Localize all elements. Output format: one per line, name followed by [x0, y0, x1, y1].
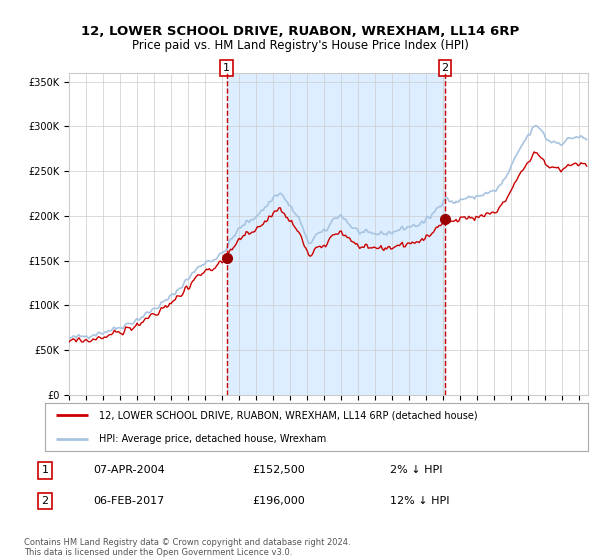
Text: 07-APR-2004: 07-APR-2004 — [93, 465, 165, 475]
Text: 12, LOWER SCHOOL DRIVE, RUABON, WREXHAM, LL14 6RP: 12, LOWER SCHOOL DRIVE, RUABON, WREXHAM,… — [81, 25, 519, 38]
Text: 2: 2 — [442, 63, 448, 73]
Text: 1: 1 — [223, 63, 230, 73]
Text: Price paid vs. HM Land Registry's House Price Index (HPI): Price paid vs. HM Land Registry's House … — [131, 39, 469, 52]
Bar — [227, 73, 445, 395]
Text: 12, LOWER SCHOOL DRIVE, RUABON, WREXHAM, LL14 6RP (detached house): 12, LOWER SCHOOL DRIVE, RUABON, WREXHAM,… — [100, 410, 478, 420]
Text: 2: 2 — [41, 496, 49, 506]
Text: £152,500: £152,500 — [252, 465, 305, 475]
Text: £196,000: £196,000 — [252, 496, 305, 506]
Text: Contains HM Land Registry data © Crown copyright and database right 2024.
This d: Contains HM Land Registry data © Crown c… — [24, 538, 350, 557]
Text: 12% ↓ HPI: 12% ↓ HPI — [390, 496, 449, 506]
Text: HPI: Average price, detached house, Wrexham: HPI: Average price, detached house, Wrex… — [100, 434, 326, 444]
Text: 2% ↓ HPI: 2% ↓ HPI — [390, 465, 443, 475]
Text: 06-FEB-2017: 06-FEB-2017 — [93, 496, 164, 506]
Text: 1: 1 — [41, 465, 49, 475]
